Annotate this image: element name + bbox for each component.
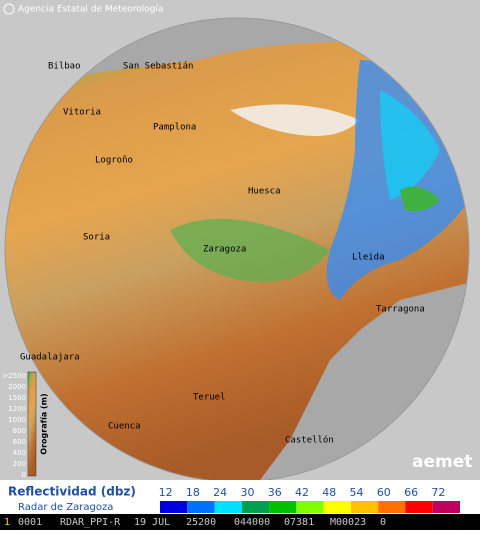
status-field: 044000 (234, 517, 270, 528)
scale-value: 48 (322, 486, 336, 499)
orography-label: >2500 (2, 372, 26, 380)
cities: Bilbao San Sebastián Vitoria Pamplona Logroñ… (20, 62, 425, 446)
echo-strong (400, 186, 440, 212)
city-label: Castellón (285, 435, 334, 446)
orography-label: 1000 (8, 416, 26, 424)
status-field: 1 (4, 517, 10, 528)
echo-core (380, 90, 440, 200)
status-field: M00023 (330, 517, 366, 528)
scale-value: 66 (404, 486, 418, 499)
orography-label: 2000 (8, 383, 26, 391)
orography-label: 400 (13, 449, 26, 457)
scale-value: 18 (186, 486, 200, 499)
status-bar (0, 514, 480, 530)
logo: aemet (412, 452, 472, 472)
snow (230, 104, 360, 136)
scale-swatch (241, 501, 270, 513)
scale-swatch (269, 501, 297, 513)
orography-label: 800 (13, 427, 26, 435)
scale-swatch (378, 501, 406, 513)
scale-swatch (296, 501, 324, 513)
status-field: 25200 (186, 517, 216, 528)
city-label: Teruel (193, 393, 226, 403)
logo-icon (3, 3, 15, 15)
scale-value: 72 (431, 486, 445, 499)
scale-value: 42 (295, 486, 309, 499)
status-fields: 1 0001 RDAR_PPI-R 19 JUL 25200 044000 07381 M00… (4, 517, 386, 528)
scale-swatch (323, 501, 351, 513)
status-field: 19 JUL (134, 517, 170, 528)
city-label: Vitoria (63, 108, 101, 118)
ebro-valley (170, 218, 330, 282)
city-label: Lleida (352, 253, 385, 263)
scale-value: 24 (213, 486, 227, 499)
city-label: Cuenca (108, 422, 141, 432)
scale-swatch (187, 501, 215, 513)
reflectivity-scale: 12 18 24 30 36 42 48 54 60 66 72 (159, 486, 460, 513)
status-field: 0 (380, 517, 386, 528)
status-field: RDAR_PPI-R (60, 517, 121, 528)
orography-bar (27, 371, 37, 477)
status-field: 07381 (284, 517, 314, 528)
city-label: Bilbao (48, 62, 81, 72)
city-label: Guadalajara (20, 353, 80, 363)
orography-label: 1500 (8, 394, 26, 402)
orography-label: 200 (13, 460, 26, 468)
scale-value: 36 (268, 486, 282, 499)
city-label: Huesca (248, 187, 281, 197)
city-label: San Sebastián (123, 62, 193, 72)
city-label: Soria (83, 233, 110, 243)
scale-swatch (214, 501, 242, 513)
legend-subtitle: Radar de Zaragoza (18, 502, 113, 513)
scale-value: 60 (377, 486, 391, 499)
orography-label: 0 (22, 471, 26, 479)
status-field: 0001 (18, 517, 42, 528)
orography-label: 1200 (8, 405, 26, 413)
scale-value: 30 (240, 486, 254, 499)
scale-value: 54 (350, 486, 364, 499)
orography-label: 600 (13, 438, 26, 446)
city-label: Zaragoza (203, 245, 246, 255)
legend-title: Reflectividad (dbz) (8, 485, 136, 499)
agency: Agencia Estatal de Meteorología (18, 5, 164, 15)
city-label: Pamplona (153, 123, 196, 133)
scale-value: 12 (159, 486, 173, 499)
scale-swatch (432, 501, 460, 513)
scale-swatch (405, 501, 433, 513)
scale-swatch (160, 501, 188, 513)
orography-title: Orografía (m) (40, 393, 49, 454)
scale-swatch (350, 501, 379, 513)
city-label: Logroño (95, 156, 133, 166)
city-label: Tarragona (376, 305, 425, 315)
